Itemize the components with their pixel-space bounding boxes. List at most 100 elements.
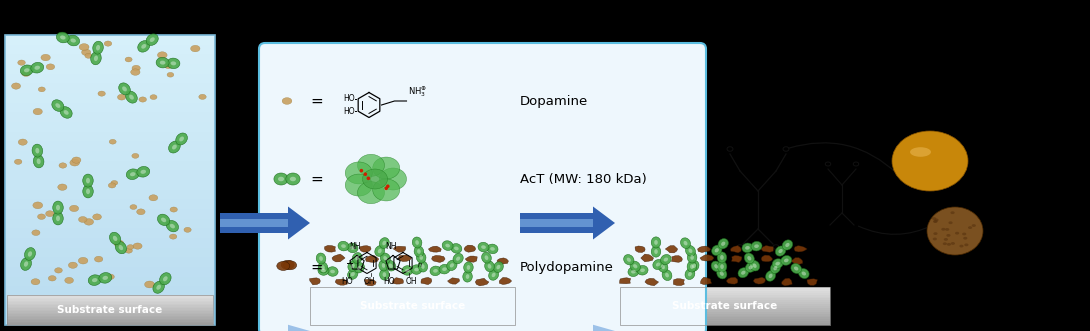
Ellipse shape — [628, 267, 639, 276]
Ellipse shape — [156, 57, 169, 68]
Ellipse shape — [379, 168, 407, 190]
Ellipse shape — [161, 217, 166, 222]
Ellipse shape — [768, 274, 773, 278]
Ellipse shape — [119, 245, 123, 250]
Ellipse shape — [38, 87, 46, 92]
Polygon shape — [700, 255, 714, 261]
Ellipse shape — [661, 264, 665, 269]
Ellipse shape — [78, 258, 88, 264]
Ellipse shape — [54, 268, 62, 273]
Ellipse shape — [688, 272, 692, 276]
Ellipse shape — [35, 66, 40, 70]
Ellipse shape — [414, 246, 424, 257]
Ellipse shape — [964, 237, 968, 240]
Ellipse shape — [943, 242, 947, 245]
Polygon shape — [5, 238, 215, 248]
Ellipse shape — [640, 268, 645, 272]
Ellipse shape — [319, 256, 323, 261]
Polygon shape — [7, 314, 213, 316]
Ellipse shape — [687, 261, 697, 272]
Ellipse shape — [443, 267, 447, 271]
Ellipse shape — [83, 185, 94, 198]
Ellipse shape — [88, 275, 101, 285]
Ellipse shape — [327, 267, 338, 276]
Text: =: = — [311, 260, 324, 274]
Ellipse shape — [167, 58, 180, 69]
Polygon shape — [5, 180, 215, 190]
Ellipse shape — [664, 258, 668, 261]
Ellipse shape — [910, 147, 931, 157]
Text: OH: OH — [405, 276, 416, 286]
Polygon shape — [5, 267, 215, 277]
Ellipse shape — [96, 45, 100, 50]
Polygon shape — [5, 132, 215, 141]
Text: Substrate surface: Substrate surface — [58, 305, 162, 315]
Ellipse shape — [665, 273, 669, 277]
Text: OH: OH — [363, 276, 375, 286]
Ellipse shape — [415, 240, 419, 245]
Ellipse shape — [717, 252, 727, 263]
Ellipse shape — [149, 37, 155, 42]
Ellipse shape — [379, 269, 389, 280]
Ellipse shape — [64, 277, 73, 283]
Text: NH$_3^{\oplus}$: NH$_3^{\oplus}$ — [409, 85, 427, 100]
Polygon shape — [635, 246, 645, 253]
Ellipse shape — [630, 261, 640, 271]
Polygon shape — [794, 246, 807, 252]
Ellipse shape — [119, 83, 131, 95]
Ellipse shape — [402, 266, 413, 275]
Ellipse shape — [48, 276, 57, 281]
Ellipse shape — [947, 243, 950, 246]
Polygon shape — [620, 323, 829, 325]
Polygon shape — [620, 313, 829, 315]
Ellipse shape — [414, 268, 419, 271]
Ellipse shape — [93, 214, 101, 220]
Ellipse shape — [86, 189, 90, 194]
Ellipse shape — [382, 263, 386, 268]
Ellipse shape — [277, 261, 290, 270]
Ellipse shape — [926, 207, 983, 255]
Polygon shape — [332, 254, 346, 262]
Ellipse shape — [66, 35, 80, 46]
Ellipse shape — [83, 174, 94, 187]
Ellipse shape — [689, 249, 692, 253]
Ellipse shape — [405, 269, 410, 272]
Ellipse shape — [384, 256, 387, 260]
Polygon shape — [790, 258, 802, 265]
Polygon shape — [620, 312, 829, 313]
Ellipse shape — [322, 265, 325, 270]
Ellipse shape — [378, 249, 381, 253]
Ellipse shape — [383, 272, 386, 277]
Ellipse shape — [93, 41, 104, 54]
Ellipse shape — [70, 159, 80, 166]
Ellipse shape — [95, 256, 102, 262]
Polygon shape — [7, 295, 213, 296]
Ellipse shape — [971, 224, 976, 227]
Polygon shape — [7, 296, 213, 298]
Polygon shape — [671, 256, 682, 262]
Polygon shape — [5, 277, 215, 286]
Ellipse shape — [485, 255, 488, 260]
Ellipse shape — [651, 237, 661, 248]
Ellipse shape — [771, 263, 780, 273]
Ellipse shape — [481, 245, 486, 249]
Ellipse shape — [99, 273, 112, 283]
Ellipse shape — [316, 253, 326, 264]
Ellipse shape — [463, 262, 473, 273]
Polygon shape — [310, 321, 514, 323]
Polygon shape — [761, 246, 774, 252]
Ellipse shape — [749, 265, 753, 269]
Polygon shape — [310, 289, 514, 291]
Ellipse shape — [34, 155, 44, 168]
Ellipse shape — [175, 133, 187, 145]
Polygon shape — [620, 306, 829, 308]
Polygon shape — [7, 322, 213, 323]
Ellipse shape — [56, 103, 60, 108]
Ellipse shape — [31, 62, 44, 73]
Ellipse shape — [651, 246, 661, 257]
Polygon shape — [701, 277, 712, 285]
Ellipse shape — [485, 261, 495, 272]
Ellipse shape — [711, 261, 722, 272]
Ellipse shape — [52, 201, 63, 214]
Polygon shape — [310, 312, 514, 313]
